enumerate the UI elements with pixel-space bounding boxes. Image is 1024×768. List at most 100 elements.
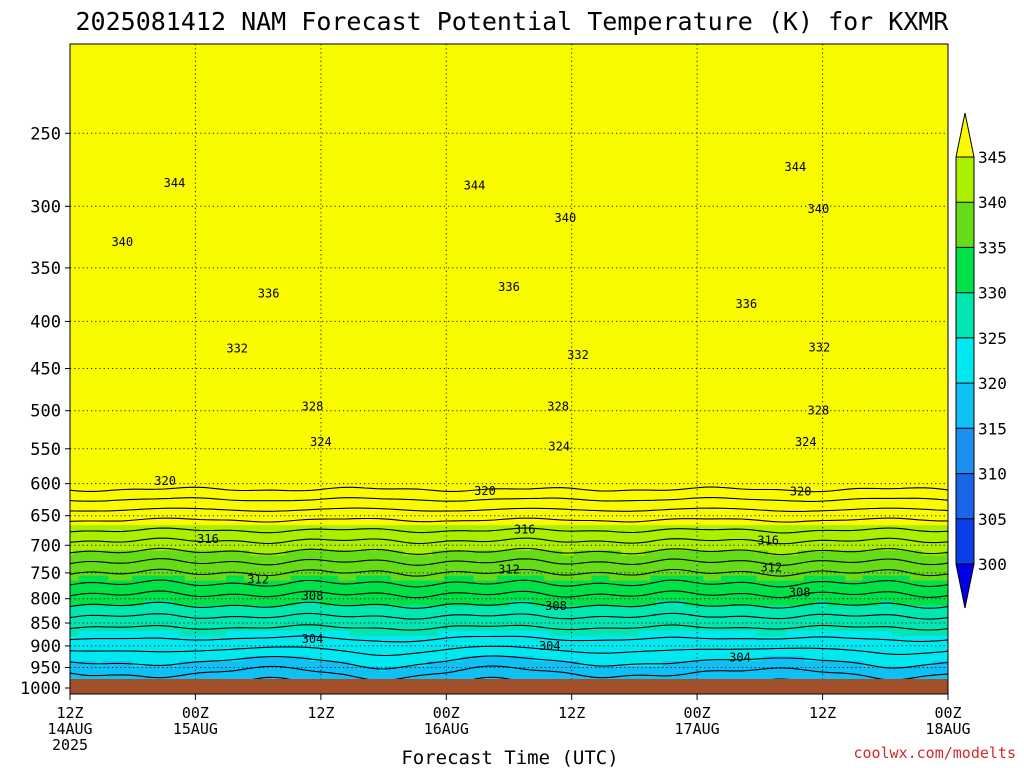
- contour-318: [70, 665, 948, 682]
- colorbar-bottom-arrow: [955, 563, 975, 609]
- contour-label-336: 336: [258, 286, 280, 300]
- contour-label-304: 304: [302, 632, 324, 646]
- colorbar-label: 300: [978, 555, 1007, 574]
- contour-322: [70, 645, 948, 657]
- x-tick-label: 00Z: [934, 704, 961, 722]
- contour-label-312: 312: [247, 572, 269, 586]
- y-tick-label: 900: [30, 637, 61, 657]
- contour-label-332: 332: [567, 348, 589, 362]
- contour-label-344: 344: [164, 176, 186, 190]
- x-tick-label: 2025: [52, 736, 88, 754]
- contour-350: [70, 496, 948, 502]
- colorbar-frame: [955, 156, 975, 565]
- y-tick-label: 450: [30, 360, 61, 380]
- contour-label-328: 328: [302, 400, 324, 414]
- colorbar-label: 310: [978, 465, 1007, 484]
- contour-label-304: 304: [729, 650, 751, 664]
- x-tick-label: 12Z: [809, 704, 836, 722]
- x-tick-label: 12Z: [558, 704, 585, 722]
- y-tick-label: 350: [30, 259, 61, 279]
- contour-344: [70, 527, 948, 534]
- temperature-fill-bands: [70, 44, 948, 694]
- x-tick-label: 18AUG: [925, 720, 970, 738]
- contour-346: [70, 517, 948, 523]
- contour-label-340: 340: [111, 235, 133, 249]
- colorbar-band: [956, 383, 974, 429]
- contour-label-332: 332: [809, 341, 831, 355]
- contour-label-316: 316: [757, 534, 779, 548]
- contour-352: [70, 486, 948, 493]
- contour-label-336: 336: [735, 297, 757, 311]
- x-tick-label: 17AUG: [675, 720, 720, 738]
- contour-label-312: 312: [498, 563, 520, 577]
- contour-label-316: 316: [514, 523, 536, 537]
- contour-label-328: 328: [808, 404, 830, 418]
- colorbar-label: 345: [978, 148, 1007, 167]
- colorbar-label: 305: [978, 510, 1007, 529]
- contour-label-332: 332: [226, 341, 248, 355]
- x-tick-label: 12Z: [56, 704, 83, 722]
- contour-label-312: 312: [761, 561, 783, 575]
- contour-334: [70, 579, 948, 588]
- contour-320: [70, 655, 948, 670]
- x-tick-label: 00Z: [684, 704, 711, 722]
- contour-328: [70, 612, 948, 620]
- colorbar-band: [956, 157, 974, 203]
- colorbar-label: 325: [978, 329, 1007, 348]
- colorbar-band: [956, 247, 974, 294]
- y-tick-label: 650: [30, 507, 61, 527]
- contour-label-308: 308: [789, 586, 811, 600]
- colorbar: 300 305 310 315 320 325 330 335 340 345: [955, 112, 1007, 609]
- y-tick-label: 300: [30, 197, 61, 217]
- contour-label-320: 320: [154, 474, 176, 488]
- contour-label-308: 308: [302, 589, 324, 603]
- y-tick-label: 700: [30, 536, 61, 556]
- contour-label-316: 316: [197, 532, 219, 546]
- contour-label-304: 304: [539, 639, 561, 653]
- colorbar-label: 320: [978, 374, 1007, 393]
- x-tick-label: 14AUG: [47, 720, 92, 738]
- contour-340: [70, 547, 948, 556]
- y-tick-label: 500: [30, 402, 61, 422]
- colorbar-band: [956, 473, 974, 520]
- y-tick-label: 800: [30, 590, 61, 610]
- x-tick-label: 00Z: [182, 704, 209, 722]
- contour-label-344: 344: [464, 179, 486, 193]
- contour-label-340: 340: [808, 202, 830, 216]
- contour-326: [70, 624, 948, 631]
- y-tick-label: 850: [30, 614, 61, 634]
- colorbar-band: [956, 428, 974, 474]
- y-tick-label: 750: [30, 564, 61, 584]
- contour-338: [70, 558, 948, 566]
- colorbar-label: 340: [978, 193, 1007, 212]
- contour-label-324: 324: [795, 435, 817, 449]
- ground-surface: [70, 679, 948, 694]
- y-tick-label: 600: [30, 475, 61, 495]
- y-tick-label: 550: [30, 440, 61, 460]
- contour-342: [70, 537, 948, 545]
- x-tick-label: 15AUG: [173, 720, 218, 738]
- x-tick-label: 16AUG: [424, 720, 469, 738]
- contour-label-324: 324: [310, 435, 332, 449]
- contour-332: [70, 590, 948, 599]
- x-tick-label: 12Z: [307, 704, 334, 722]
- contour-label-344: 344: [785, 160, 807, 174]
- chart-title: 2025081412 NAM Forecast Potential Temper…: [76, 7, 950, 36]
- y-tick-label: 250: [30, 124, 61, 144]
- x-tick-label: 00Z: [433, 704, 460, 722]
- y-tick-label: 950: [30, 659, 61, 679]
- colorbar-top-arrow: [955, 112, 975, 158]
- y-axis: 250 300 350 400 450 500 550 600 650 700 750 800 850 9…: [20, 124, 70, 699]
- contour-330: [70, 601, 948, 609]
- contour-label-340: 340: [555, 211, 577, 225]
- colorbar-label: 335: [978, 238, 1007, 257]
- contour-324: [70, 635, 948, 643]
- y-tick-label: 1000: [20, 679, 61, 699]
- colorbar-label: 315: [978, 419, 1007, 438]
- contour-label-308: 308: [545, 599, 567, 613]
- contour-label-324: 324: [548, 440, 570, 454]
- contour-336: [70, 568, 948, 577]
- colorbar-band: [956, 518, 974, 565]
